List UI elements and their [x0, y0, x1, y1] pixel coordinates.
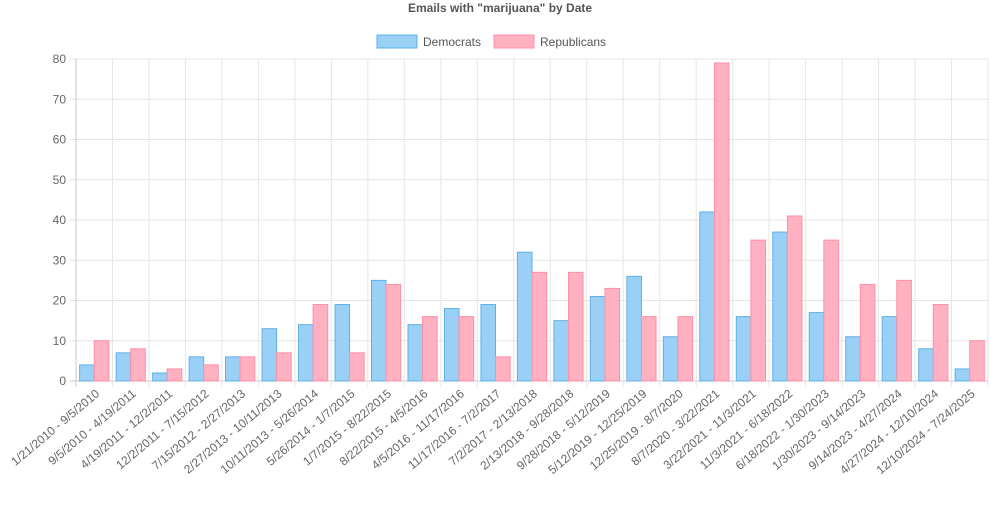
bar-democrats[interactable]: [261, 328, 278, 382]
legend-label-democrats[interactable]: Democrats: [423, 35, 481, 49]
bar-democrats[interactable]: [480, 304, 497, 382]
y-tick-label: 50: [53, 173, 67, 187]
bar-republicans[interactable]: [859, 283, 876, 382]
bar-republicans[interactable]: [458, 316, 475, 382]
y-tick-label: 60: [53, 133, 67, 147]
bar-republicans[interactable]: [422, 316, 438, 382]
y-tick-label: 70: [53, 92, 67, 106]
bar-republicans[interactable]: [567, 271, 584, 382]
bar-democrats[interactable]: [589, 295, 606, 382]
bar-democrats[interactable]: [443, 308, 460, 382]
bar-republicans[interactable]: [495, 356, 511, 382]
bar-democrats[interactable]: [516, 251, 533, 382]
bar-democrats[interactable]: [553, 320, 569, 382]
bar-democrats[interactable]: [370, 279, 387, 382]
chart-title: Emails with "marijuana" by Date: [408, 1, 592, 15]
bar-republicans[interactable]: [203, 364, 219, 382]
bar-republicans[interactable]: [166, 368, 183, 382]
bar-republicans[interactable]: [385, 283, 402, 382]
bar-democrats[interactable]: [334, 304, 351, 382]
bar-democrats[interactable]: [772, 231, 788, 382]
bar-republicans[interactable]: [239, 356, 256, 382]
bar-democrats[interactable]: [699, 211, 715, 382]
bar-democrats[interactable]: [662, 336, 679, 382]
bar-democrats[interactable]: [918, 348, 934, 382]
bar-democrats[interactable]: [79, 364, 95, 382]
bar-republicans[interactable]: [312, 304, 329, 382]
bar-democrats[interactable]: [407, 324, 424, 382]
bar-republicans[interactable]: [130, 348, 146, 382]
bar-democrats[interactable]: [954, 368, 971, 382]
bar-republicans[interactable]: [531, 271, 548, 382]
y-tick-label: 80: [53, 52, 67, 66]
bar-republicans[interactable]: [713, 62, 730, 382]
legend: Democrats Republicans: [376, 34, 606, 49]
bar-democrats[interactable]: [152, 372, 168, 382]
y-tick-label: 30: [53, 253, 67, 267]
bar-republicans[interactable]: [640, 316, 657, 382]
bar-republicans[interactable]: [823, 239, 839, 382]
bar-democrats[interactable]: [115, 352, 132, 382]
bar-republicans[interactable]: [750, 239, 766, 382]
y-tick-label: 0: [59, 374, 66, 388]
y-axis: 0 10 20 30 40 50 60 70 80: [53, 52, 67, 388]
bar-republicans[interactable]: [932, 304, 949, 382]
y-tick-label: 40: [53, 213, 67, 227]
bar-republicans[interactable]: [677, 316, 694, 382]
bar-democrats[interactable]: [225, 356, 241, 382]
bar-republicans[interactable]: [349, 352, 365, 382]
legend-swatch-republicans[interactable]: [493, 34, 535, 49]
bar-series: [79, 62, 985, 382]
bar-democrats[interactable]: [808, 312, 825, 382]
bar-democrats[interactable]: [881, 316, 898, 382]
bar-democrats[interactable]: [188, 356, 205, 382]
bar-democrats[interactable]: [626, 275, 642, 382]
bar-democrats[interactable]: [845, 336, 861, 382]
bar-republicans[interactable]: [896, 279, 912, 382]
bar-republicans[interactable]: [93, 340, 110, 382]
legend-label-republicans[interactable]: Republicans: [540, 35, 606, 49]
y-tick-label: 10: [53, 334, 67, 348]
bar-republicans[interactable]: [276, 352, 292, 382]
bar-republicans[interactable]: [969, 340, 985, 382]
bar-republicans[interactable]: [786, 215, 803, 382]
legend-swatch-democrats[interactable]: [376, 34, 418, 49]
y-tick-label: 20: [53, 294, 67, 308]
bar-democrats[interactable]: [735, 316, 752, 382]
bar-democrats[interactable]: [298, 324, 314, 382]
bar-republicans[interactable]: [604, 287, 621, 382]
grid-lines: [70, 58, 989, 387]
